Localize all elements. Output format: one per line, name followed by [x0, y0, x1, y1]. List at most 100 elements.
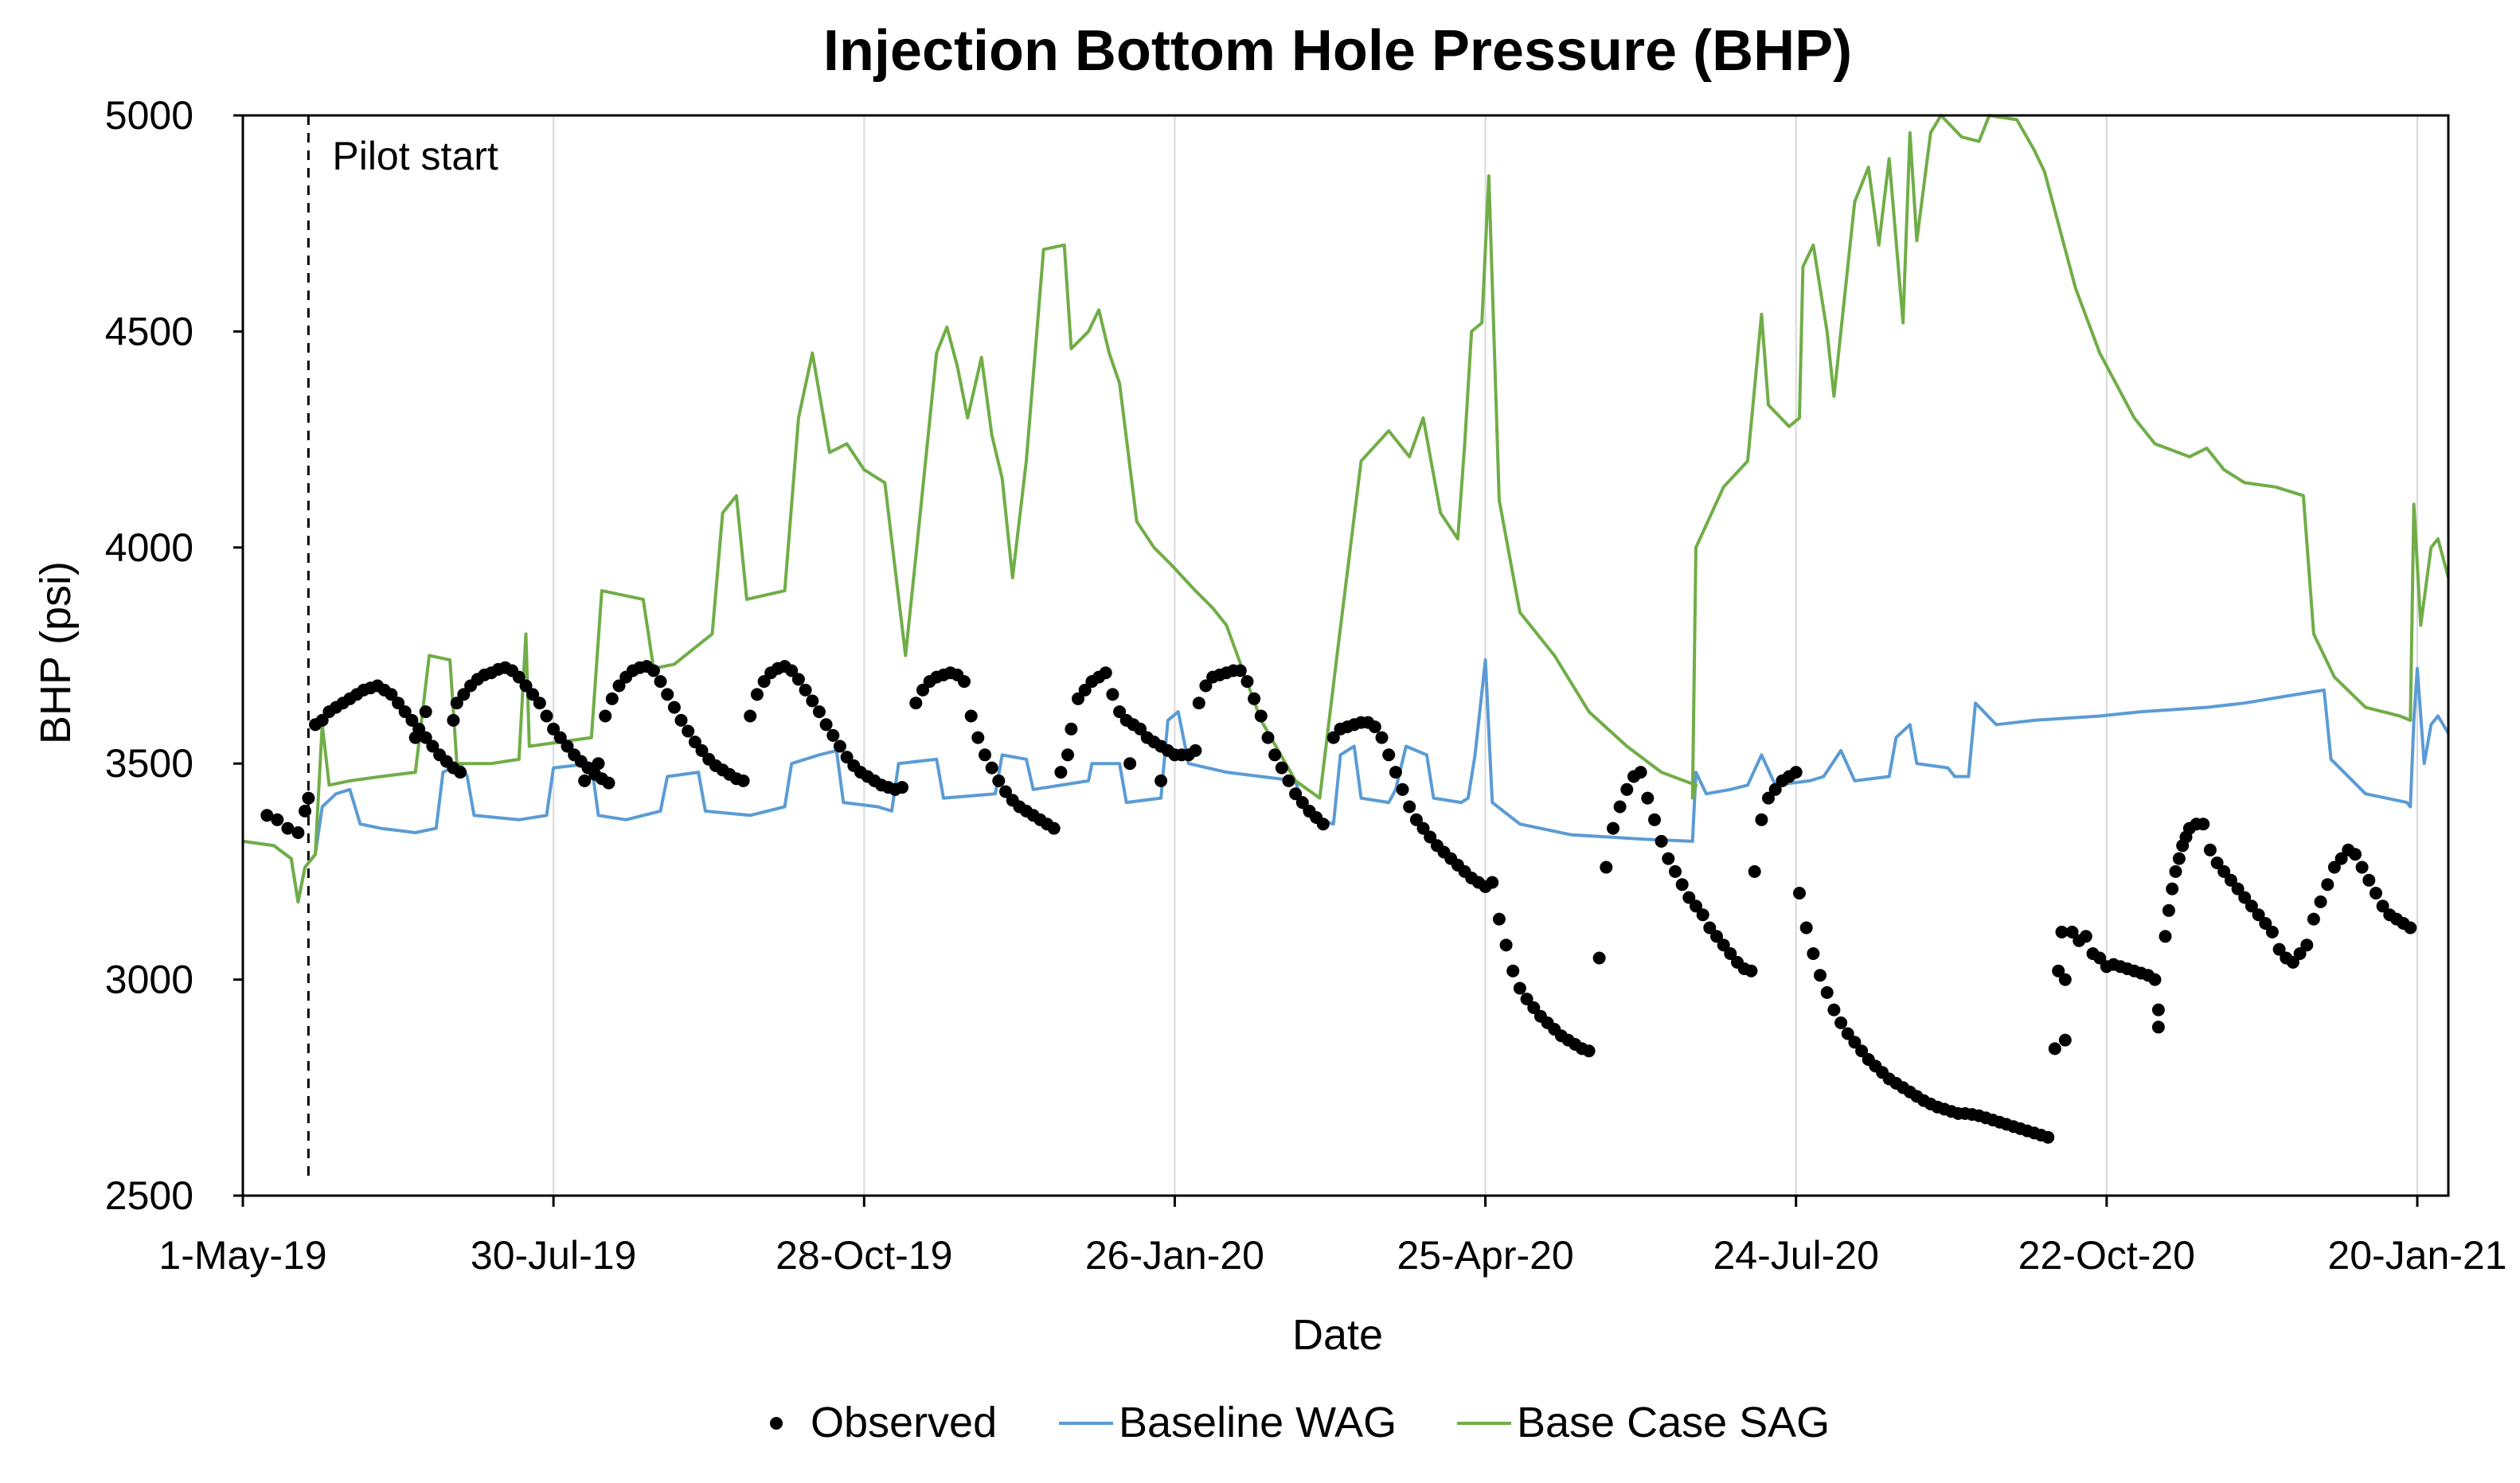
data-point [1106, 688, 1119, 701]
data-point [826, 728, 840, 742]
data-point [1113, 705, 1127, 719]
data-point [1820, 985, 1834, 999]
data-point [2093, 951, 2107, 965]
data-point [2151, 1021, 2165, 1034]
data-point [2307, 912, 2320, 926]
data-point [385, 688, 398, 701]
data-point [958, 675, 971, 689]
data-point [1744, 964, 1758, 978]
data-point [2203, 843, 2217, 857]
data-point [647, 664, 660, 677]
data-point [1696, 908, 1709, 922]
data-point [2259, 917, 2272, 930]
data-point [2041, 1130, 2055, 1144]
y-axis-label: BHP (psi) [32, 561, 80, 744]
data-point [909, 697, 923, 710]
data-point [2355, 861, 2369, 874]
data-point [1648, 813, 1661, 826]
data-point [2327, 861, 2341, 874]
data-point [1703, 921, 1717, 935]
data-point [2293, 947, 2307, 960]
data-point [840, 751, 854, 764]
data-point [2065, 925, 2079, 939]
series-base-case-sag [243, 114, 2448, 903]
x-tick-label: 22-Oct-20 [2018, 1233, 2195, 1278]
x-tick-label: 1-May-19 [158, 1233, 326, 1278]
data-point [744, 709, 757, 723]
data-point [1768, 782, 1782, 796]
data-point [1513, 982, 1526, 995]
data-point [1134, 722, 1147, 736]
data-point [1155, 774, 1168, 787]
data-point [2169, 864, 2182, 878]
data-point [2231, 882, 2245, 896]
data-point [1582, 1044, 1596, 1058]
data-point [979, 748, 991, 762]
data-point [1261, 731, 1275, 744]
data-point [592, 757, 605, 771]
data-point [971, 731, 985, 744]
data-point [1793, 887, 1806, 900]
data-point [1662, 852, 1675, 865]
data-point [2148, 973, 2162, 986]
data-point [1061, 748, 1074, 762]
data-point [540, 709, 553, 723]
data-point [1289, 787, 1303, 801]
data-point [661, 688, 674, 701]
data-point [392, 697, 405, 710]
data-point [1199, 679, 1213, 693]
data-point [2321, 878, 2334, 892]
data-point [2349, 848, 2362, 861]
data-point [2058, 1033, 2072, 1047]
data-point [1268, 748, 1282, 762]
data-point [302, 791, 315, 805]
data-point [999, 785, 1012, 798]
series-layer [243, 114, 2448, 1144]
data-point [964, 709, 978, 723]
data-point [1506, 964, 1520, 978]
data-point [1492, 912, 1506, 926]
data-point [578, 774, 592, 787]
data-point [2159, 930, 2172, 943]
data-point [1123, 757, 1137, 771]
data-point [985, 761, 998, 775]
data-point [561, 740, 574, 753]
data-point [2224, 873, 2237, 887]
series-line [243, 114, 2448, 903]
legend-marker [770, 1417, 783, 1430]
data-point [547, 722, 561, 736]
data-point [454, 766, 467, 779]
series-line [243, 658, 2448, 903]
data-point [1848, 1036, 1862, 1049]
data-point [1613, 800, 1627, 814]
data-point [1295, 796, 1309, 810]
data-point [2370, 887, 2382, 900]
data-point [1389, 766, 1402, 779]
data-point [1233, 664, 1247, 677]
data-point [1424, 830, 1437, 844]
data-point [1717, 939, 1730, 952]
y-tick-label: 4000 [105, 525, 193, 570]
data-point [426, 740, 440, 753]
data-point [695, 743, 709, 757]
data-point [2172, 852, 2186, 865]
data-point [1827, 1003, 1841, 1017]
data-point [819, 718, 833, 732]
data-point [799, 683, 812, 697]
data-point [1499, 939, 1513, 952]
data-point [1620, 782, 1634, 796]
y-tick-label: 3500 [105, 741, 193, 786]
data-point [281, 822, 295, 835]
data-point [2314, 895, 2327, 908]
data-point [1316, 818, 1330, 831]
data-point [2404, 921, 2417, 935]
data-point [271, 813, 284, 826]
data-point [1655, 834, 1668, 848]
data-point [1486, 876, 1499, 889]
data-point [1527, 1001, 1541, 1014]
data-point [736, 774, 750, 787]
data-point [599, 709, 612, 723]
data-point [992, 774, 1006, 787]
data-point [1682, 891, 1696, 904]
data-point [450, 697, 463, 710]
